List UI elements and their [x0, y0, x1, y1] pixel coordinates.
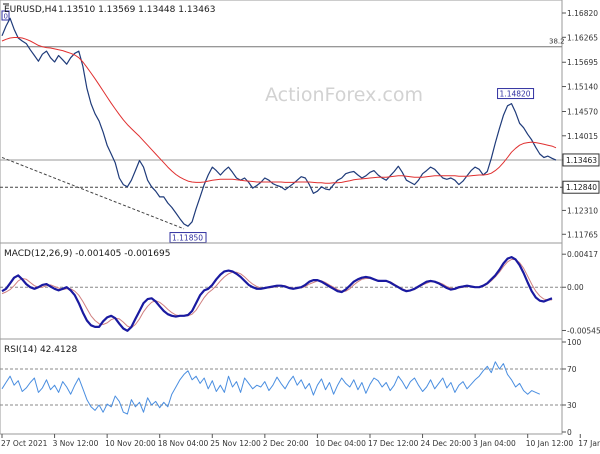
rsi-tick-label: 70: [567, 365, 577, 374]
rsi-tick-label: 30: [567, 401, 577, 410]
rsi-axis: 100 70 30 0: [562, 338, 582, 437]
fib-level-label: 38.2: [549, 38, 565, 46]
moving-average-line: [1, 37, 557, 184]
macd-panel-frame: [0, 242, 563, 340]
macd-axis: 0.00417 0.00 -0.005456: [562, 250, 600, 335]
price-line: [1, 17, 557, 227]
price-tick-label: 1.16820: [567, 9, 598, 18]
ohlc-values: 1.13510 1.13569 1.13448 1.13463: [58, 5, 215, 15]
macd-tick-label: 0.00417: [567, 250, 598, 259]
fib-zero-marker: [1, 10, 10, 21]
time-tick-label: 2 Dec 20:00: [263, 439, 309, 448]
price-tick-label: 1.14015: [567, 132, 598, 141]
symbol-label: EURUSD,H4: [4, 5, 57, 15]
rsi-tick-label: 0: [567, 428, 572, 437]
macd-line: [1, 256, 553, 332]
price-panel: ActionForex.com 38.2 0 1.11850 1.14820 1.1…: [0, 0, 600, 244]
time-tick-label: 10 Nov 20:00: [105, 439, 156, 448]
price-tick-label: 1.12310: [567, 206, 598, 215]
time-tick-label: 24 Dec 20:00: [421, 439, 472, 448]
price-annotation-label: 1.14820: [500, 90, 531, 99]
current-price-badge-label: 1.13463: [566, 156, 597, 165]
rsi-panel-frame: [0, 338, 563, 435]
trendline: [1, 156, 185, 230]
support-badge-label: 1.12840: [566, 183, 597, 192]
macd-tick-label: -0.005456: [567, 326, 600, 335]
time-tick-label: 10 Dec 04:00: [315, 439, 366, 448]
support-badge: [562, 180, 600, 194]
price-tick-label: 1.11765: [567, 230, 598, 239]
rsi-panel: 100 70 30 0 RSI(14) 42.4128: [0, 338, 582, 437]
macd-header: MACD(12,26,9) -0.001405 -0.001695: [4, 249, 170, 259]
time-tick-label: 17 Jan 20:00: [578, 439, 600, 448]
price-series: 1.11850 1.14820: [1, 17, 557, 244]
time-tick-label: 3 Jan 04:00: [473, 439, 516, 448]
macd-tick-label: 0.00: [567, 283, 584, 292]
time-tick-label: 18 Nov 04:00: [158, 439, 209, 448]
price-tick-label: 1.16265: [567, 33, 598, 42]
price-axis: 1.16820 1.16265 1.15695 1.15140 1.14570 1.140…: [562, 9, 600, 239]
price-tick-label: 1.15695: [567, 58, 598, 67]
price-annotation-label: 1.11850: [172, 234, 203, 243]
rsi-series: [1, 361, 541, 415]
time-tick-label: 17 Dec 12:00: [368, 439, 419, 448]
rsi-line: [1, 361, 541, 415]
macd-series: [1, 256, 553, 332]
price-panel-frame: [0, 0, 563, 244]
macd-panel: 0.00417 0.00 -0.005456 MACD(12,26,9) -0.00…: [0, 242, 600, 340]
time-tick-label: 25 Nov 12:00: [210, 439, 261, 448]
price-annotation-box: [497, 88, 535, 100]
watermark: ActionForex.com: [265, 84, 423, 106]
rsi-header: RSI(14) 42.4128: [4, 345, 77, 355]
fib-zero-label: 0: [4, 13, 8, 21]
current-price-badge: [562, 153, 600, 167]
rsi-grid: [0, 368, 562, 406]
time-tick-label: 3 Nov 12:00: [53, 439, 99, 448]
rsi-tick-label: 100: [567, 338, 582, 347]
time-tick-label: 27 Oct 2021: [1, 439, 48, 448]
time-axis: 27 Oct 2021 3 Nov 12:00 10 Nov 20:00 18 Nov…: [1, 434, 600, 448]
price-tick-label: 1.14570: [567, 107, 598, 116]
time-tick-label: 10 Jan 12:00: [526, 439, 574, 448]
price-tick-label: 1.15140: [567, 83, 598, 92]
